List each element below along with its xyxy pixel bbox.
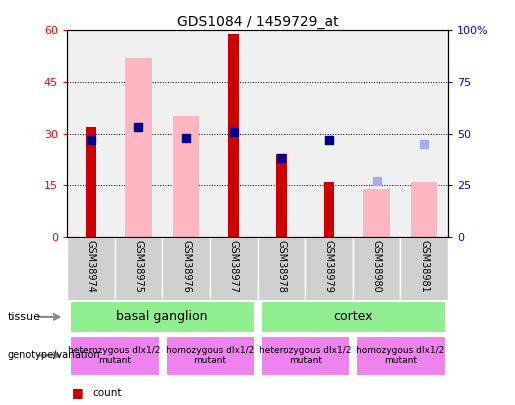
Bar — [125, 58, 151, 237]
Text: GSM38978: GSM38978 — [277, 240, 286, 293]
Point — [420, 141, 428, 147]
Text: ■: ■ — [72, 386, 84, 399]
Text: homozygous dlx1/2
mutant: homozygous dlx1/2 mutant — [356, 346, 444, 365]
Text: heterozygous dlx1/2
mutant: heterozygous dlx1/2 mutant — [68, 346, 161, 365]
Bar — [229, 34, 239, 237]
Text: genotype/variation: genotype/variation — [8, 350, 100, 360]
Bar — [411, 182, 437, 237]
Bar — [85, 127, 96, 237]
Bar — [261, 336, 350, 375]
Point — [87, 136, 95, 143]
Text: homozygous dlx1/2
mutant: homozygous dlx1/2 mutant — [166, 346, 254, 365]
Text: GSM38980: GSM38980 — [372, 240, 382, 293]
Text: heterozygous dlx1/2
mutant: heterozygous dlx1/2 mutant — [259, 346, 351, 365]
Bar — [70, 301, 254, 333]
Point — [182, 134, 190, 141]
Bar — [261, 301, 445, 333]
Text: basal ganglion: basal ganglion — [116, 310, 208, 323]
Bar — [305, 237, 353, 300]
Bar — [162, 237, 210, 300]
Bar — [401, 237, 448, 300]
Bar — [324, 182, 334, 237]
Point — [325, 136, 333, 143]
Point — [277, 155, 285, 162]
Text: GSM38974: GSM38974 — [86, 240, 96, 293]
Bar — [165, 336, 254, 375]
Bar — [114, 237, 162, 300]
Bar — [173, 117, 199, 237]
Text: count: count — [93, 388, 122, 398]
Point — [230, 128, 238, 135]
Title: GDS1084 / 1459729_at: GDS1084 / 1459729_at — [177, 15, 338, 29]
Point — [134, 124, 143, 131]
Text: GSM38975: GSM38975 — [133, 240, 143, 293]
Bar — [67, 237, 115, 300]
Bar — [210, 237, 258, 300]
Bar — [258, 237, 305, 300]
Bar — [276, 154, 286, 237]
Text: GSM38981: GSM38981 — [419, 240, 429, 293]
Text: GSM38976: GSM38976 — [181, 240, 191, 293]
Bar — [70, 336, 159, 375]
Text: cortex: cortex — [333, 310, 372, 323]
Text: GSM38977: GSM38977 — [229, 240, 238, 293]
Bar — [356, 336, 445, 375]
Bar — [353, 237, 401, 300]
Point — [372, 178, 381, 184]
Bar — [364, 189, 390, 237]
Text: GSM38979: GSM38979 — [324, 240, 334, 293]
Text: tissue: tissue — [8, 312, 41, 322]
